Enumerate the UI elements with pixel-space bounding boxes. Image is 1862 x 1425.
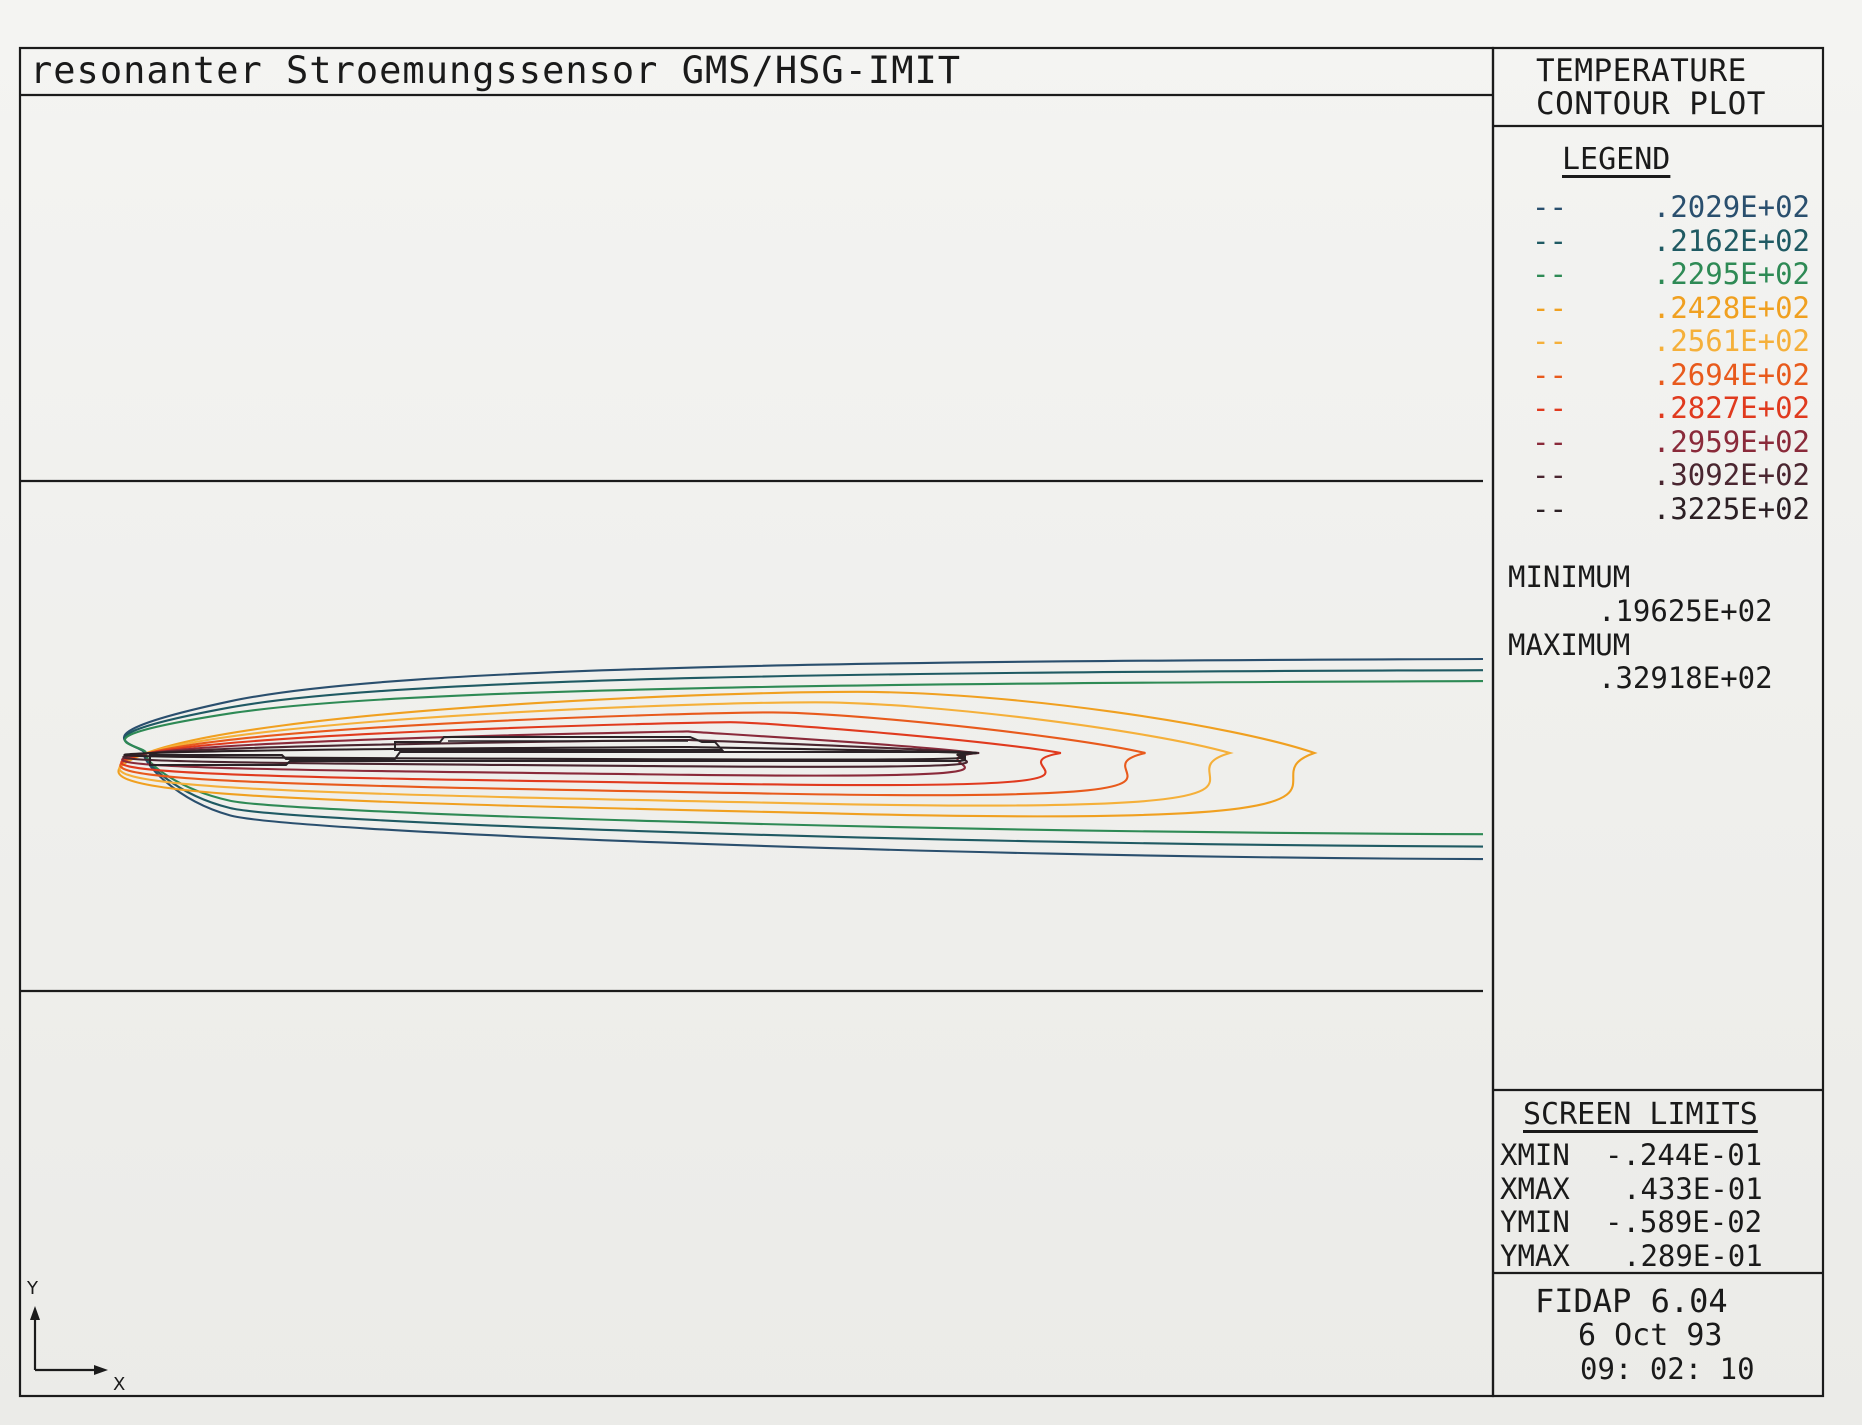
isotherm-contour <box>117 690 1318 818</box>
legend-swatch: -- <box>1532 491 1567 526</box>
resonator-outline <box>394 736 725 751</box>
legend-swatch: -- <box>1532 424 1567 459</box>
legend-entry: -- .2428E+02 <box>1532 290 1822 325</box>
legend-entry: -- .3092E+02 <box>1532 458 1822 492</box>
legend-value: .2827E+02 <box>1652 391 1810 425</box>
panel-title-line1: TEMPERATURE <box>1536 53 1747 89</box>
legend-value: .2561E+02 <box>1652 324 1810 358</box>
screen-limits-heading: SCREEN LIMITS <box>1523 1097 1758 1132</box>
isotherm-contour <box>123 745 978 761</box>
legend-value: .2162E+02 <box>1652 223 1810 258</box>
legend-swatch: -- <box>1532 391 1567 425</box>
isotherm-contour <box>119 711 1146 797</box>
legend-swatch: -- <box>1532 324 1567 358</box>
legend-swatch: -- <box>1532 290 1567 325</box>
screen-limit-value: -.244E-01 <box>1605 1138 1763 1172</box>
legend-value: .2295E+02 <box>1652 257 1810 291</box>
legend-swatch: -- <box>1532 223 1567 258</box>
screen-limit-xmin: XMIN -.244E-01 <box>1500 1138 1762 1172</box>
y-axis-label: Y <box>27 1278 38 1299</box>
legend-value: .2029E+02 <box>1652 190 1810 224</box>
screen-limit-value: -.589E-02 <box>1605 1205 1763 1239</box>
legend-swatch: -- <box>1532 190 1567 224</box>
program-version: FIDAP 6.04 <box>1535 1282 1728 1320</box>
legend-entry: -- .2561E+02 <box>1532 324 1822 358</box>
screen-limit-label: XMAX <box>1500 1172 1570 1206</box>
screen-limit-label: YMAX <box>1500 1239 1570 1273</box>
legend-heading: LEGEND <box>1562 142 1671 177</box>
screen-limit-value: .433E-01 <box>1623 1172 1763 1206</box>
legend-value: .2428E+02 <box>1652 290 1810 325</box>
legend-swatch: -- <box>1532 357 1567 392</box>
info-panel-border <box>1491 46 1825 1398</box>
screen-limit-xmax: XMAX .433E-01 <box>1500 1172 1763 1206</box>
isotherm-contour <box>121 730 978 777</box>
x-axis-arrowhead <box>94 1365 108 1375</box>
screen-limit-value: .289E-01 <box>1623 1239 1763 1273</box>
legend-value: .2694E+02 <box>1652 357 1810 392</box>
plot-time: 09: 02: 10 <box>1580 1352 1755 1386</box>
legend-value: .3092E+02 <box>1652 458 1810 492</box>
screen-limit-ymin: YMIN -.589E-02 <box>1500 1205 1762 1239</box>
legend-entry: -- .2694E+02 <box>1532 357 1822 392</box>
plot-title: resonanter Stroemungssensor GMS/HSG-IMIT <box>30 49 962 92</box>
screen-limit-label: YMIN <box>1500 1205 1570 1239</box>
screen-limit-ymax: YMAX .289E-01 <box>1500 1239 1763 1273</box>
legend-swatch: -- <box>1532 458 1567 492</box>
legend-value: .2959E+02 <box>1652 424 1810 459</box>
legend-entry: -- .2959E+02 <box>1532 424 1822 459</box>
legend-entry: -- .2162E+02 <box>1532 223 1822 258</box>
x-axis-label: X <box>113 1374 126 1395</box>
legend-entry: -- .2295E+02 <box>1532 257 1822 291</box>
legend-value: .3225E+02 <box>1652 491 1810 526</box>
isotherm-contour <box>118 701 1234 807</box>
legend-swatch: -- <box>1532 257 1567 291</box>
maximum-value: .32918E+02 <box>1598 661 1773 695</box>
isotherm-contour <box>122 738 980 768</box>
legend-entry: -- .2029E+02 <box>1532 190 1822 224</box>
y-axis-arrowhead <box>30 1306 40 1320</box>
plot-date: 6 Oct 93 <box>1578 1318 1723 1353</box>
legend-entry: -- .2827E+02 <box>1532 391 1822 425</box>
minimum-value: .19625E+02 <box>1598 594 1773 628</box>
panel-title-line2: CONTOUR PLOT <box>1536 86 1766 122</box>
isotherm-contour <box>120 721 1062 787</box>
sensor-body-outline <box>149 751 966 766</box>
screen-limit-label: XMIN <box>1500 1138 1570 1172</box>
minimum-label: MINIMUM <box>1508 560 1631 594</box>
isotherm-contour <box>123 680 1484 836</box>
maximum-label: MAXIMUM <box>1508 628 1631 662</box>
legend-entry: -- .3225E+02 <box>1532 491 1822 526</box>
